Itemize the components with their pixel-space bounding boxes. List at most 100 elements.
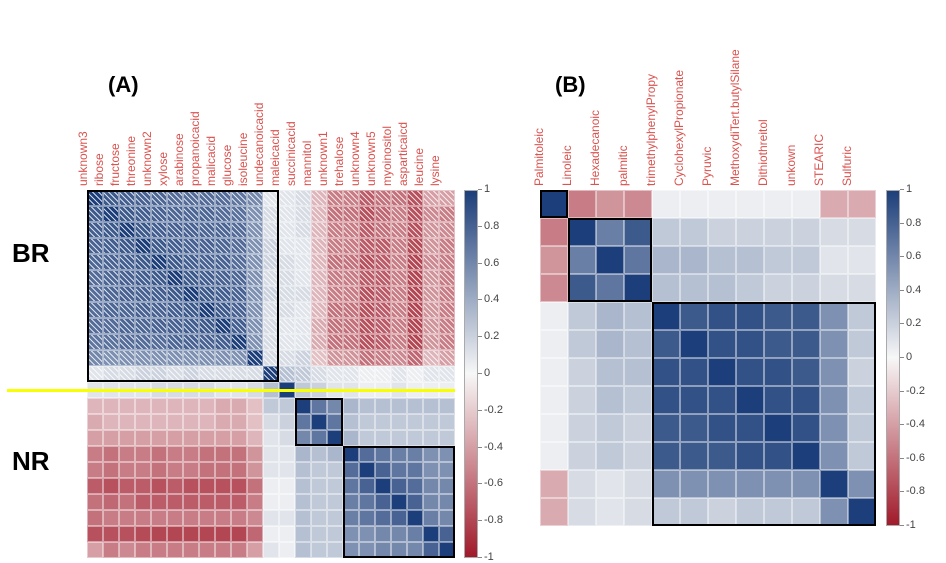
panel-a-cell — [231, 286, 247, 302]
panel-a-cell — [423, 462, 439, 478]
panel-a-cell — [407, 206, 423, 222]
panel-a-col-label: unknown2 — [140, 131, 154, 186]
panel-b-col-label: Linoleic — [560, 145, 574, 186]
panel-b-cell — [820, 442, 848, 470]
panel-a-cell — [151, 222, 167, 238]
panel-b-cell — [820, 358, 848, 386]
panel-a-cell — [263, 238, 279, 254]
panel-a-col-label: arabinose — [172, 133, 186, 186]
panel-b-cell — [540, 330, 568, 358]
panel-a-cell — [103, 510, 119, 526]
panel-a-cell — [295, 366, 311, 382]
panel-a-cell — [439, 446, 455, 462]
panel-b-cell — [540, 414, 568, 442]
panel-a-cell — [167, 526, 183, 542]
panel-a-cell — [199, 222, 215, 238]
panel-a-cell — [151, 190, 167, 206]
panel-a-cell — [279, 238, 295, 254]
panel-a-cell — [439, 190, 455, 206]
panel-a-colorbar-tick: 0 — [484, 367, 490, 379]
panel-b-cell — [624, 498, 652, 526]
panel-a-cell — [375, 206, 391, 222]
panel-a-cell — [103, 286, 119, 302]
panel-a-cell — [327, 478, 343, 494]
panel-a-cell — [87, 366, 103, 382]
panel-a-col-label: unknown4 — [348, 131, 362, 186]
panel-a-cell — [327, 526, 343, 542]
panel-a-cell — [183, 238, 199, 254]
panel-a-cell — [359, 526, 375, 542]
panel-a-cell — [247, 526, 263, 542]
panel-a-cell — [263, 478, 279, 494]
panel-a-col-label: fructose — [108, 143, 122, 186]
panel-b-cell — [736, 274, 764, 302]
panel-a-col-label: unknown3 — [76, 131, 90, 186]
panel-a-cell — [247, 270, 263, 286]
panel-a-cell — [343, 190, 359, 206]
panel-a-cell — [407, 254, 423, 270]
panel-a-cell — [247, 542, 263, 558]
panel-a-cell — [135, 478, 151, 494]
panel-a-cell — [423, 478, 439, 494]
panel-a-cell — [215, 542, 231, 558]
panel-a-cell — [183, 494, 199, 510]
panel-a-cell — [279, 526, 295, 542]
panel-b-cell — [792, 274, 820, 302]
panel-a-cell — [215, 190, 231, 206]
panel-a-cell — [407, 238, 423, 254]
panel-a-cell — [359, 190, 375, 206]
panel-b-cell — [680, 386, 708, 414]
panel-a-cell — [231, 334, 247, 350]
panel-a-cell — [135, 206, 151, 222]
panel-a-cell — [391, 462, 407, 478]
panel-b-cell — [568, 470, 596, 498]
panel-a-col-label: threonine — [124, 136, 138, 186]
panel-b-cell — [736, 190, 764, 218]
panel-b-cell — [596, 498, 624, 526]
panel-a-cell — [167, 318, 183, 334]
panel-a-cell — [343, 398, 359, 414]
panel-a-cell — [327, 334, 343, 350]
panel-a-cell — [391, 318, 407, 334]
panel-a-cell — [231, 430, 247, 446]
panel-a-cell — [167, 254, 183, 270]
panel-a-col-label: myoinositol — [380, 126, 394, 186]
panel-b-cell — [596, 442, 624, 470]
panel-a-cell — [359, 286, 375, 302]
panel-a-cell — [439, 510, 455, 526]
panel-b-cell — [624, 274, 652, 302]
panel-b-cell — [540, 498, 568, 526]
panel-a-cell — [423, 446, 439, 462]
panel-b-col-label: Palmitoleic — [532, 128, 546, 186]
panel-a-cell — [247, 238, 263, 254]
panel-b-col-label: trimethylphenylPropy — [644, 74, 658, 186]
panel-a-cell — [263, 430, 279, 446]
panel-a-cell — [167, 270, 183, 286]
panel-a-cell — [151, 334, 167, 350]
panel-a-cell — [103, 350, 119, 366]
panel-a-cell — [103, 398, 119, 414]
panel-a-cell — [119, 334, 135, 350]
panel-a-cell — [391, 526, 407, 542]
panel-a-cell — [215, 430, 231, 446]
panel-b-cell — [708, 274, 736, 302]
panel-b-cell — [652, 358, 680, 386]
panel-a-cell — [375, 366, 391, 382]
panel-a-cell — [167, 286, 183, 302]
panel-b-cell — [596, 218, 624, 246]
panel-a-cell — [439, 334, 455, 350]
panel-a-cell — [135, 510, 151, 526]
panel-b-cell — [764, 302, 792, 330]
panel-a-cell — [359, 414, 375, 430]
panel-b-cell — [792, 442, 820, 470]
panel-a-cell — [311, 190, 327, 206]
panel-b-cell — [540, 470, 568, 498]
panel-a-cell — [423, 238, 439, 254]
panel-a-cell — [311, 206, 327, 222]
panel-a-cell — [151, 462, 167, 478]
panel-a-cell — [263, 318, 279, 334]
panel-a-cell — [375, 526, 391, 542]
panel-a-cell — [231, 494, 247, 510]
panel-a-cell — [151, 526, 167, 542]
panel-a-cell — [343, 478, 359, 494]
